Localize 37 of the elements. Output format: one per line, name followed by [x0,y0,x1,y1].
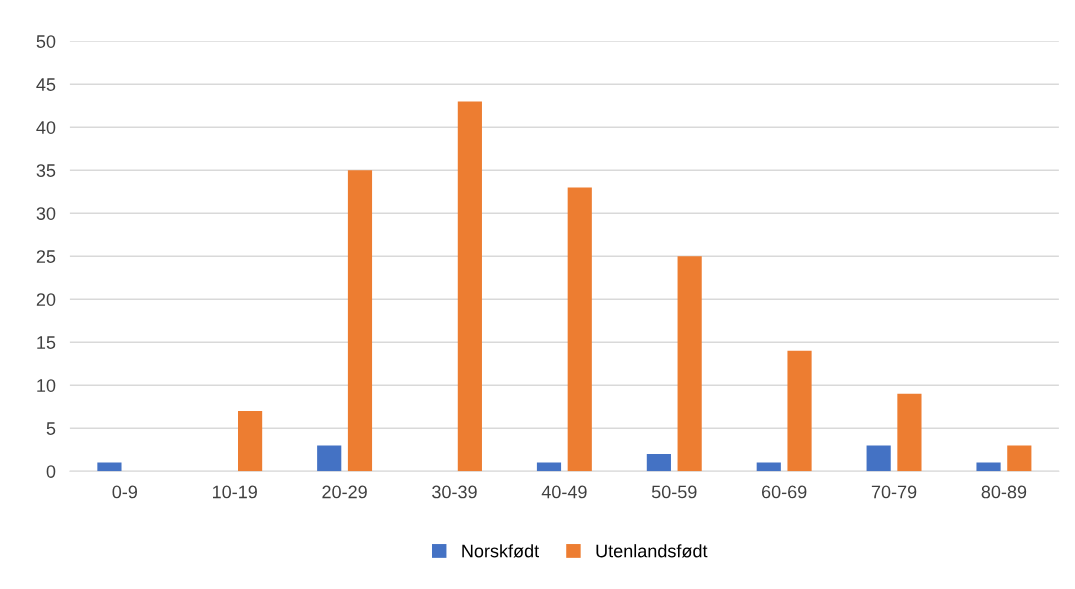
bar [646,454,671,472]
x-tick-label: 60-69 [761,485,807,499]
x-tick-label: 30-39 [432,485,477,499]
bar [238,411,263,472]
bar [567,187,592,472]
bar [97,462,122,472]
legend-label: Utenlandsfødt [596,544,708,558]
y-tick-label: 45 [36,78,56,91]
bar [347,170,373,472]
x-tick-label: 80-89 [981,485,1027,499]
y-tick-label: 30 [36,207,56,220]
bar [457,101,482,472]
x-tick-label: 50-59 [651,485,697,499]
bar [866,445,891,472]
y-tick-label: 15 [37,336,56,349]
y-tick-label: 25 [36,250,56,263]
x-tick-label: 10-19 [213,485,257,499]
x-tick-label: 20-29 [322,485,367,499]
y-tick-label: 50 [36,35,56,48]
y-tick-label: 5 [46,422,56,435]
bar [897,393,922,472]
x-tick-label: 40-49 [541,485,587,499]
y-tick-label: 20 [36,293,56,306]
y-tick-label: 35 [36,164,56,177]
y-tick-label: 40 [36,121,56,134]
x-tick-label: 0-9 [112,485,138,499]
x-tick-label: 70-79 [871,485,917,499]
bar [677,256,702,472]
bar [317,445,342,472]
legend-label: Norskfødt [462,544,539,558]
y-tick-label: 0 [46,465,56,478]
bar [536,462,562,472]
bar [787,350,812,472]
bar [756,462,781,472]
bar [976,462,1001,472]
bar [1007,445,1032,472]
y-tick-label: 10 [37,379,56,392]
